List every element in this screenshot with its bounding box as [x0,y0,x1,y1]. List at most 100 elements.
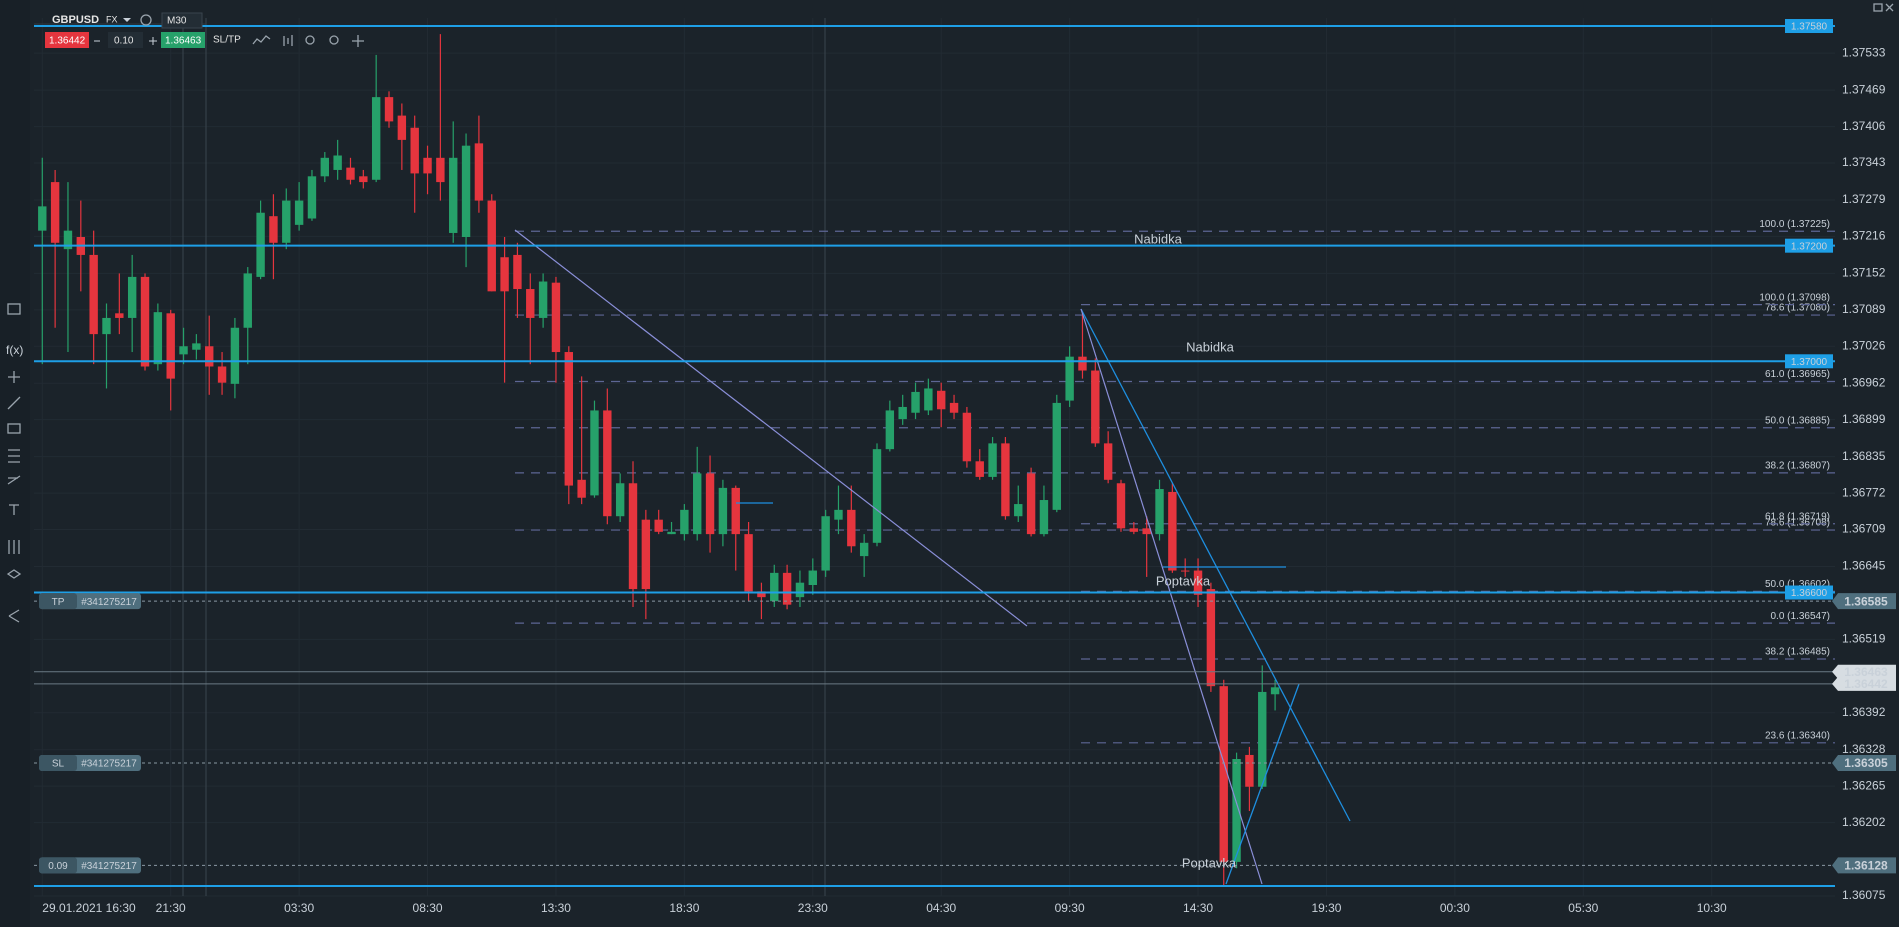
x-tick-label: 03:30 [284,901,314,915]
candle-body [564,352,573,486]
candle-body [680,509,689,535]
y-tick-label: 1.37279 [1842,192,1886,206]
sell-price[interactable]: 1.36442 [49,36,86,47]
price-tag [1832,676,1896,691]
icon[interactable] [7,303,21,315]
order-type[interactable]: 0.09 [48,861,68,872]
x-tick-label: 10:30 [1697,901,1727,915]
price-tag [1832,857,1896,874]
candle-body [1232,758,1241,862]
sell-button[interactable] [45,32,89,48]
icon[interactable] [7,423,21,434]
order-id[interactable]: #341275217 [81,861,137,872]
crosshair[interactable] [352,35,364,47]
icon[interactable] [7,475,21,485]
y-tick-label: 1.36328 [1842,742,1886,756]
y-tick-label: 1.37533 [1842,45,1886,59]
icon[interactable] [8,609,20,623]
y-tick-label: 1.37216 [1842,229,1886,243]
candle-body [320,157,330,177]
y-tick-label: 1.36519 [1842,632,1886,646]
window-icon[interactable] [1873,3,1883,12]
icon[interactable] [252,35,271,45]
timeframe-box[interactable] [161,12,203,29]
fib-label: 50.0 (1.36885) [1765,415,1830,426]
icon[interactable] [9,504,19,515]
candle-body [577,479,586,498]
candle-body [371,97,381,180]
market: FX [106,14,118,24]
candle-body [924,388,933,411]
zoom-in[interactable] [329,35,339,45]
icon[interactable] [6,569,22,579]
order-tag-type[interactable] [39,755,77,772]
candle-body [166,313,175,379]
volume[interactable]: 0.10 [114,36,134,47]
order-type[interactable]: SL [52,759,65,770]
fib-label: 61.8 (1.36719) [1765,511,1830,522]
buy-button[interactable] [161,32,205,48]
icon[interactable] [7,396,21,410]
y-tick-label: 1.36835 [1842,449,1886,463]
order-id[interactable]: #341275217 [81,597,137,608]
fib-label: 61.0 (1.36965) [1765,369,1830,380]
annotation: Nabidka [1186,339,1234,354]
close-icon[interactable] [1885,3,1894,12]
candle-body [359,176,368,183]
candle-body [1001,443,1010,517]
buy-price[interactable]: 1.36463 [165,36,202,47]
timeframe[interactable]: M30 [167,16,187,27]
candle-body [782,572,792,605]
zoom-out[interactable] [305,35,315,45]
order-type[interactable]: TP [52,597,65,608]
level-label: 1.37000 [1791,357,1828,368]
candle-body [1168,491,1177,571]
candle-body [217,366,227,383]
levels: 1.37580 1.37200 1.37000 1.36600 [34,19,1835,600]
fib-label: 100.0 (1.37225) [1759,219,1830,230]
candle-body [1258,691,1267,787]
candle-body [115,313,124,318]
sltp-button[interactable]: SL/TP [213,35,241,46]
x-tick-label: 23:30 [798,901,828,915]
candle-body [538,281,548,318]
order-id[interactable]: #341275217 [81,759,137,770]
level-tag [1785,585,1833,600]
fib-label: 100.0 (1.37098) [1759,292,1830,303]
candle-body [847,509,856,547]
annotation: Nabidka [1134,231,1182,246]
candle-body [731,487,740,535]
candles [38,34,1280,887]
icon[interactable] [283,35,293,46]
candle-body [89,254,98,335]
candle-body [1270,687,1280,695]
sidebar: f(x) [0,0,30,927]
icon[interactable] [8,540,20,554]
dropdown[interactable] [123,18,131,22]
candle-body [102,317,111,335]
annotation: Poptavka [1182,855,1237,870]
candle-body [423,157,432,174]
order-tag-type[interactable] [39,593,77,610]
icon[interactable] [8,371,20,383]
volume-box[interactable] [108,32,143,48]
info-icon[interactable] [140,14,152,26]
icon[interactable] [8,449,20,463]
fib-label: 50.0 (1.36602) [1765,579,1830,590]
candle-body [898,406,907,420]
plus[interactable] [149,37,157,45]
drawings [34,229,1835,887]
fx-button[interactable]: f(x) [6,343,23,357]
symbol[interactable]: GBPUSD [52,14,99,26]
fib-label: 38.2 (1.36807) [1765,460,1830,471]
fib-label: 78.6 (1.37080) [1765,303,1830,314]
candle-body [770,572,779,602]
candle-body [872,449,882,543]
order-tag-type[interactable] [39,857,77,874]
y-tick-label: 1.36899 [1842,412,1886,426]
candle-body [269,216,278,243]
candle-body [949,402,959,413]
trend-line [1080,308,1351,822]
